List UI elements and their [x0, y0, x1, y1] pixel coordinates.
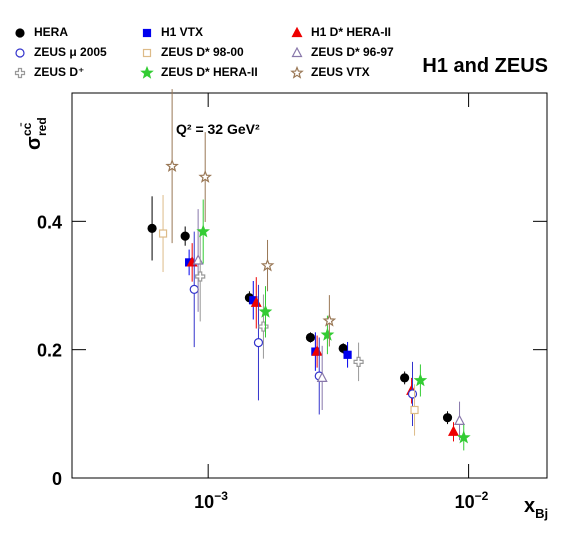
point: [454, 414, 466, 425]
x-label-sub: Bj: [535, 506, 548, 521]
y-label-base: σ: [23, 136, 45, 150]
legend-label: ZEUS D* HERA-II: [161, 65, 258, 79]
legend-label: H1 VTX: [161, 25, 203, 39]
point: [253, 338, 264, 348]
y-label-sub: red: [35, 117, 49, 136]
x-label-base: x: [524, 495, 535, 517]
point: [343, 350, 352, 359]
plot-frame: [71, 92, 548, 479]
point: [305, 332, 316, 343]
point: [260, 258, 275, 272]
legend-label: ZEUS D* 96-97: [311, 45, 394, 59]
point: [400, 373, 410, 383]
x-tick-label: 10−3: [194, 489, 228, 512]
legend-marker: [142, 28, 152, 38]
legend-marker: [15, 48, 25, 58]
point: [198, 169, 213, 183]
point: [192, 254, 204, 265]
legend-label: HERA: [34, 25, 68, 39]
legend-label: ZEUS D⁺: [34, 65, 84, 79]
y-tick-label: 0: [52, 469, 62, 489]
point: [407, 389, 418, 399]
y-tick-label: 0.2: [37, 341, 62, 361]
legend-marker: [290, 65, 304, 79]
chart-title: H1 and ZEUS: [422, 55, 548, 77]
x-tick-label: 10−2: [455, 489, 489, 512]
legend-label: ZEUS μ 2005: [34, 45, 107, 59]
legend-marker: [140, 65, 154, 79]
legend-label: ZEUS VTX: [311, 65, 370, 79]
y-axis-label: σ cc̄ red: [20, 117, 49, 150]
legend-label: ZEUS D* 98-00: [161, 45, 244, 59]
point: [196, 224, 211, 238]
y-label-sup: cc̄: [20, 122, 34, 136]
point: [320, 327, 335, 341]
legend-marker: [142, 48, 152, 58]
point: [147, 223, 157, 233]
point: [448, 425, 459, 436]
point: [353, 356, 364, 367]
point: [456, 430, 471, 444]
y-tick-label: 0.4: [37, 212, 62, 232]
legend-marker: [291, 46, 303, 58]
annotation: Q² = 32 GeV²: [176, 121, 260, 137]
point: [442, 413, 453, 423]
point: [180, 231, 190, 241]
legend-label: H1 D* HERA-II: [311, 25, 391, 39]
point: [165, 158, 179, 172]
legend-marker: [14, 67, 26, 79]
point: [189, 284, 199, 294]
legend-marker: [15, 28, 25, 38]
legend-marker: [291, 26, 303, 38]
x-axis-label: xBj: [524, 495, 548, 521]
point: [413, 373, 428, 387]
point: [158, 229, 168, 238]
point: [410, 405, 419, 415]
point: [195, 271, 206, 282]
point: [322, 313, 337, 327]
point: [258, 304, 273, 318]
point: [316, 371, 328, 382]
point: [258, 321, 269, 332]
